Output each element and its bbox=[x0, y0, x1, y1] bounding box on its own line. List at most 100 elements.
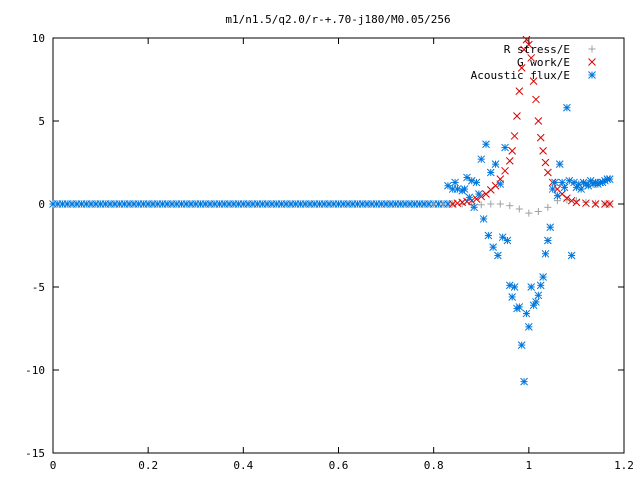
y-tick-label: 0 bbox=[38, 198, 45, 211]
x-tick-label: 1.2 bbox=[614, 459, 634, 472]
data-point bbox=[501, 166, 509, 175]
data-point bbox=[448, 200, 457, 208]
y-tick-label: -15 bbox=[25, 447, 45, 460]
data-point bbox=[505, 156, 514, 165]
data-point bbox=[520, 377, 528, 386]
data-point bbox=[527, 283, 536, 291]
x-tick-label: 0.4 bbox=[233, 459, 253, 472]
data-point bbox=[567, 196, 576, 205]
data-point bbox=[486, 168, 495, 177]
x-tick-label: 0 bbox=[50, 459, 57, 472]
data-point bbox=[477, 201, 485, 209]
legend-marker bbox=[588, 45, 596, 53]
data-point bbox=[491, 181, 500, 190]
data-point bbox=[510, 132, 519, 140]
data-point bbox=[482, 140, 490, 149]
data-point bbox=[444, 181, 452, 190]
data-point bbox=[539, 273, 547, 281]
data-point bbox=[563, 194, 571, 203]
data-point bbox=[582, 198, 590, 206]
axes: 0 0.2 0.4 0.6 0.8 1 1.2 -15 -10 -5 0 5 10 bbox=[25, 32, 634, 472]
data-point bbox=[534, 207, 542, 215]
data-point bbox=[496, 200, 504, 208]
data-point bbox=[517, 64, 526, 72]
y-tick-label: -5 bbox=[32, 281, 45, 294]
data-point bbox=[524, 322, 533, 331]
data-point bbox=[430, 200, 438, 208]
data-point bbox=[453, 185, 462, 193]
legend-marker bbox=[588, 58, 596, 66]
legend-label: Acoustic flux/E bbox=[471, 69, 570, 82]
data-point bbox=[515, 205, 523, 213]
data-point bbox=[460, 185, 469, 193]
data-point bbox=[560, 183, 569, 192]
data-point bbox=[439, 200, 447, 208]
data-point bbox=[463, 173, 471, 182]
data-point bbox=[508, 147, 517, 155]
data-point bbox=[458, 198, 467, 207]
data-point bbox=[510, 283, 519, 291]
data-point bbox=[524, 40, 533, 49]
data-point bbox=[544, 236, 552, 245]
data-point bbox=[551, 178, 559, 187]
data-point bbox=[472, 178, 481, 187]
data-point bbox=[563, 103, 571, 112]
data-point bbox=[605, 175, 614, 183]
data-point bbox=[544, 168, 552, 177]
data-point bbox=[529, 77, 538, 86]
data-point bbox=[572, 183, 581, 192]
data-point bbox=[484, 231, 493, 240]
data-point bbox=[451, 178, 459, 187]
data-point bbox=[508, 293, 517, 301]
data-point bbox=[548, 185, 557, 193]
data-point bbox=[491, 160, 500, 169]
data-point bbox=[503, 236, 512, 245]
y-tick-label: -10 bbox=[25, 364, 45, 377]
data-point bbox=[477, 155, 486, 164]
data-point bbox=[536, 133, 545, 142]
data-point bbox=[505, 281, 514, 290]
data-point bbox=[479, 215, 488, 223]
data-point bbox=[532, 95, 540, 104]
data-point bbox=[532, 298, 540, 306]
data-point bbox=[534, 117, 543, 125]
data-point bbox=[555, 160, 564, 169]
data-point bbox=[553, 191, 562, 200]
data-point bbox=[582, 199, 590, 208]
data-point bbox=[501, 143, 509, 152]
data-point bbox=[536, 281, 545, 290]
data-point bbox=[544, 203, 552, 211]
data-point bbox=[453, 199, 462, 208]
plot-frame bbox=[52, 37, 625, 454]
data-point bbox=[515, 303, 524, 311]
data-point bbox=[506, 202, 514, 210]
chart-title: m1/n1.5/q2.0/r-+.70-j180/M0.05/256 bbox=[225, 13, 450, 26]
data-point bbox=[522, 309, 531, 318]
data-point bbox=[470, 203, 478, 212]
legend-marker bbox=[588, 71, 596, 79]
legend-label: G work/E bbox=[517, 56, 570, 69]
data-point bbox=[541, 158, 550, 167]
y-tick-label: 5 bbox=[38, 115, 45, 128]
data-point bbox=[494, 251, 502, 260]
data-point bbox=[565, 176, 574, 185]
x-tick-label: 1 bbox=[526, 459, 533, 472]
data-point bbox=[467, 176, 476, 185]
data-point bbox=[541, 249, 550, 258]
data-point bbox=[496, 180, 505, 188]
data-point bbox=[546, 223, 555, 232]
x-tick-label: 0.8 bbox=[424, 459, 444, 472]
data-point bbox=[591, 199, 599, 207]
x-tick-label: 0.6 bbox=[329, 459, 349, 472]
series-0-points bbox=[430, 196, 614, 217]
data-marks bbox=[49, 35, 614, 386]
y-tick-label: 10 bbox=[32, 32, 45, 45]
data-point bbox=[572, 198, 581, 207]
data-point bbox=[525, 209, 533, 217]
data-point bbox=[498, 233, 507, 242]
series-2-points bbox=[444, 103, 614, 386]
data-point bbox=[515, 87, 524, 95]
data-point bbox=[487, 200, 495, 208]
